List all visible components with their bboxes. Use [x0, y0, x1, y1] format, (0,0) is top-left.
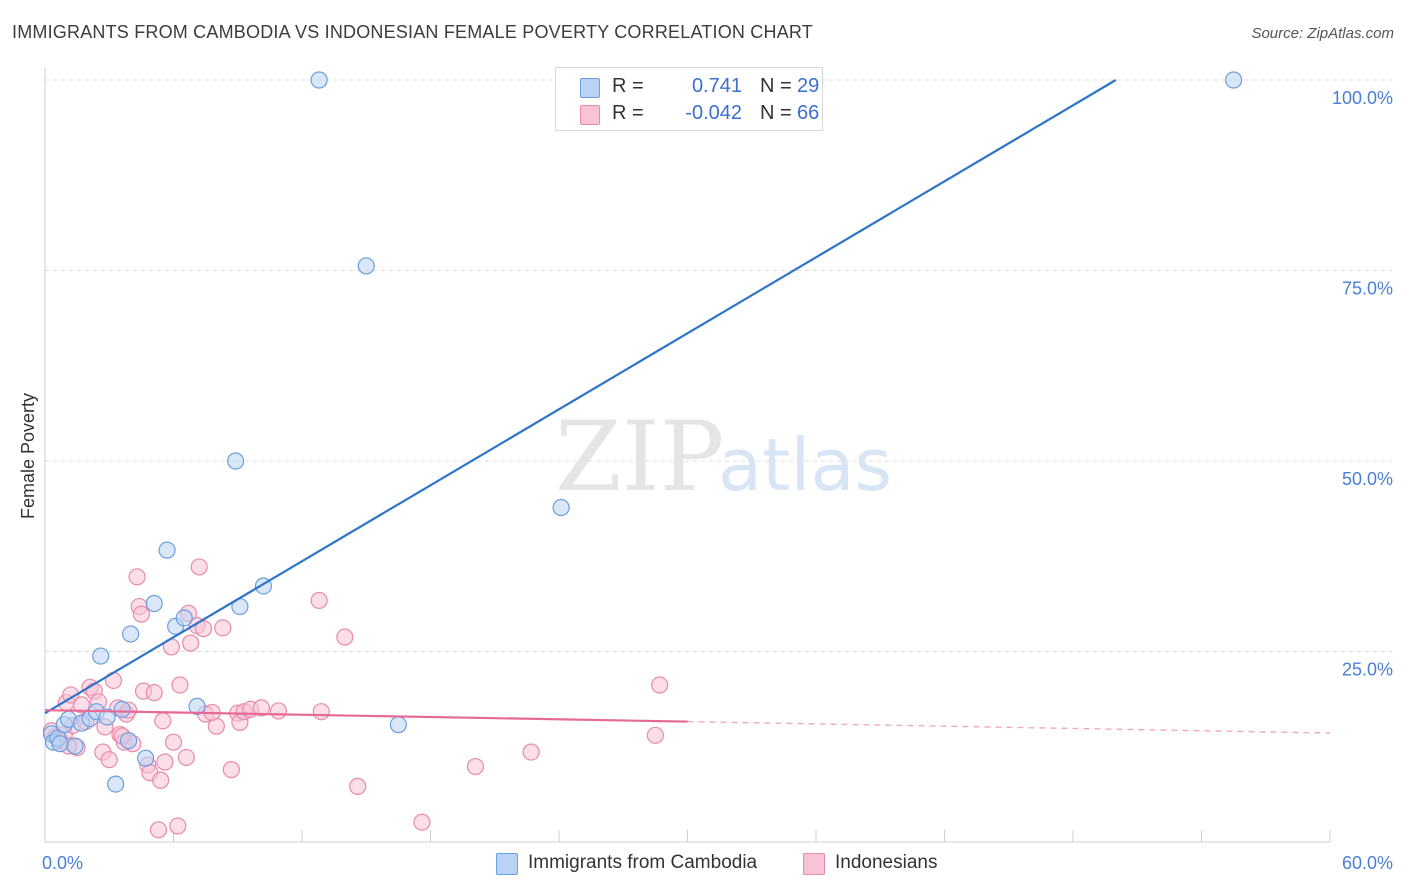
tick-labels: 25.0% 50.0% 75.0% 100.0% 0.0% 60.0%	[42, 88, 1393, 873]
data-point	[310, 71, 328, 89]
data-point	[154, 712, 172, 730]
data-point	[137, 749, 155, 767]
data-point	[66, 737, 84, 755]
data-point	[310, 591, 328, 610]
data-point	[188, 697, 206, 715]
series-indonesians	[42, 558, 669, 839]
legend-r-value: 0.741	[691, 75, 742, 97]
data-point	[312, 703, 330, 721]
legend-n-value: 29	[797, 75, 820, 97]
data-point	[72, 696, 91, 714]
y-axis-label: Female Poverty	[18, 393, 38, 519]
legend-r-label: R =	[612, 75, 644, 97]
data-point	[190, 558, 208, 576]
data-point	[357, 257, 375, 275]
data-point	[389, 716, 407, 734]
data-point	[182, 634, 200, 652]
trendlines	[44, 79, 1331, 734]
x-tick-label: 60.0%	[1342, 853, 1393, 873]
data-point	[132, 605, 150, 623]
data-point	[466, 757, 485, 776]
data-point	[252, 699, 270, 717]
data-point	[175, 609, 193, 627]
y-tick-label: 50.0%	[1342, 469, 1393, 489]
y-tick-label: 25.0%	[1342, 660, 1393, 680]
data-point	[122, 625, 140, 643]
data-point	[413, 813, 431, 831]
data-point	[62, 686, 80, 704]
data-point	[51, 735, 69, 753]
data-point	[128, 568, 146, 586]
data-point	[552, 498, 570, 517]
legend-r-value: -0.042	[685, 102, 742, 124]
legend-series-name: Indonesians	[835, 852, 938, 873]
legend-n-value: 66	[797, 102, 820, 124]
watermark-atlas: atlas	[718, 423, 892, 507]
legend-swatch-pink	[803, 853, 825, 875]
data-point	[336, 628, 354, 646]
data-point	[119, 732, 138, 750]
legend-r-label: R =	[612, 102, 644, 124]
trendline-indonesians-extension	[687, 720, 1331, 734]
stats-legend: R = 0.741 N = 29 R = -0.042 N = 66	[555, 67, 823, 131]
data-point	[222, 761, 240, 779]
data-point	[269, 702, 288, 720]
y-tick-label: 100.0%	[1332, 88, 1393, 108]
legend-series-name: Immigrants from Cambodia	[528, 852, 758, 873]
data-point	[171, 676, 189, 694]
data-point	[145, 684, 163, 702]
data-point	[651, 676, 669, 694]
data-point	[169, 817, 187, 835]
watermark: ZIP atlas	[555, 401, 892, 513]
chart-title: IMMIGRANTS FROM CAMBODIA VS INDONESIAN F…	[12, 22, 813, 42]
legend-swatch-blue	[496, 853, 518, 875]
data-point	[149, 821, 168, 839]
data-point	[145, 594, 163, 613]
data-point	[100, 751, 118, 769]
legend-n-label: N =	[760, 75, 792, 97]
data-point	[113, 700, 131, 719]
source-credit: Source: ZipAtlas.com	[1251, 25, 1394, 42]
data-point	[214, 619, 232, 637]
data-point	[98, 708, 116, 726]
trendline-indonesians	[44, 709, 688, 723]
y-tick-label: 75.0%	[1342, 279, 1393, 299]
watermark-zip: ZIP	[555, 401, 724, 513]
legend-n-label: N =	[760, 102, 792, 124]
data-point	[152, 771, 170, 789]
legend-swatch-pink	[580, 105, 600, 125]
data-point	[156, 753, 174, 771]
legend-swatch-blue	[580, 78, 600, 98]
data-point	[1225, 71, 1243, 89]
data-point	[164, 733, 183, 751]
data-point	[92, 647, 110, 665]
data-point	[522, 743, 540, 761]
data-point	[349, 777, 367, 795]
data-point	[227, 452, 245, 470]
grid	[45, 79, 1392, 652]
trendline-cambodia	[44, 79, 1117, 715]
data-point	[646, 726, 664, 744]
data-point	[177, 748, 195, 767]
data-point	[107, 775, 125, 793]
data-point	[158, 541, 176, 559]
x-tick-label: 0.0%	[42, 853, 83, 873]
